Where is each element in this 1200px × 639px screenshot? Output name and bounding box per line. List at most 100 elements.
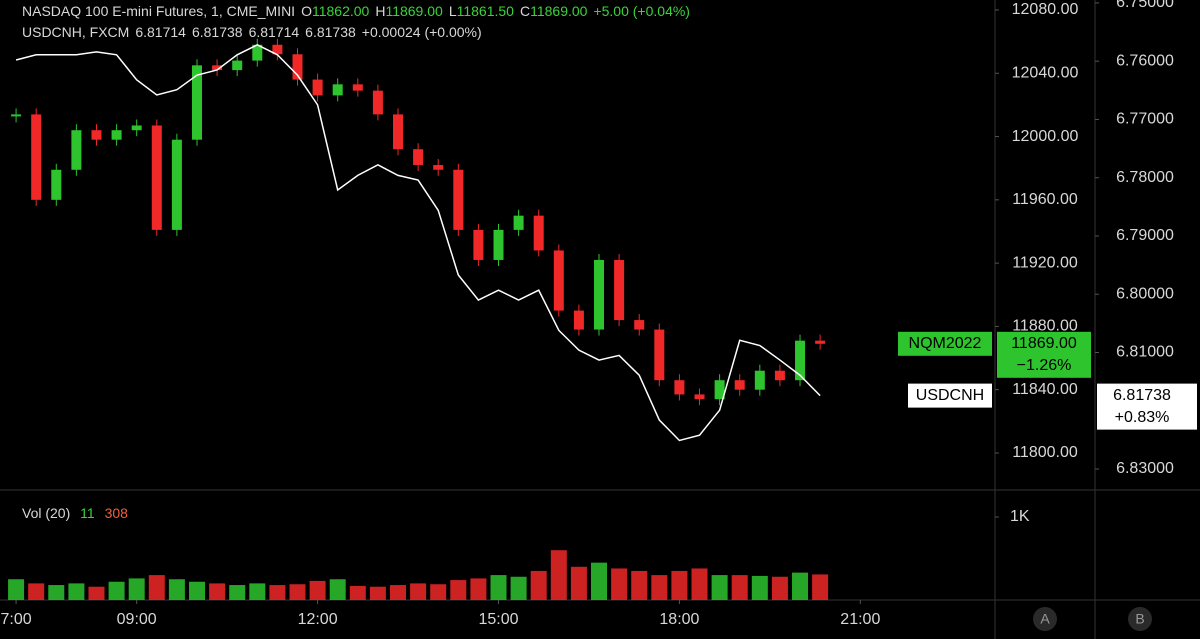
volume-tick-label: 1K — [1010, 508, 1030, 525]
change: +0.00024 (+0.00%) — [361, 24, 482, 40]
ohlc-key: O — [301, 3, 312, 19]
volume-bar — [209, 583, 226, 600]
y2-tick-label: 6.76000 — [1116, 52, 1174, 69]
candle — [312, 79, 323, 96]
ohlc-item: H11869.00 — [375, 3, 442, 19]
candle — [11, 114, 22, 117]
volume-bar — [390, 585, 406, 600]
candle — [332, 84, 343, 96]
ohlc-value: 11861.50 — [456, 3, 514, 19]
candle — [553, 250, 564, 311]
ohlc-value: 6.81714 — [248, 24, 300, 40]
ohlc-value: 6.81738 — [191, 24, 243, 40]
candle — [774, 370, 785, 381]
candle — [91, 130, 102, 140]
volume-bar — [591, 562, 608, 600]
ohlc-value: 11869.00 — [385, 3, 443, 19]
volume-bar — [470, 578, 487, 600]
volume-bar — [410, 583, 427, 600]
volume-bar — [48, 585, 65, 600]
y-tick-label: 11840.00 — [1012, 381, 1078, 398]
candle — [674, 380, 685, 395]
candle — [212, 65, 223, 71]
candle — [795, 340, 806, 381]
volume-bar — [68, 583, 85, 600]
volume-bar — [28, 583, 45, 600]
scale-button-label[interactable]: A — [1040, 611, 1050, 627]
y-tick-label: 11920.00 — [1012, 254, 1078, 271]
scale-button[interactable] — [1033, 607, 1057, 631]
last-price: 11869.00 — [1011, 335, 1077, 352]
candle — [734, 380, 745, 390]
candle — [714, 380, 725, 400]
volume-bar — [792, 572, 809, 600]
volume-bar — [369, 586, 386, 600]
volume-bar — [128, 578, 145, 600]
y-tick-label: 12080.00 — [1012, 1, 1079, 18]
candle — [372, 90, 383, 115]
candle — [413, 149, 424, 166]
candle — [594, 259, 605, 330]
usdcnh-line — [15, 44, 821, 442]
volume-last: 11 — [80, 505, 95, 521]
day-change: −1.26% — [1017, 357, 1072, 374]
x-tick-label: 12:00 — [298, 611, 338, 628]
ohlc-key: C — [519, 3, 531, 19]
candle — [131, 125, 142, 131]
candle — [31, 114, 42, 200]
volume-bar — [148, 575, 165, 600]
candle — [654, 329, 665, 381]
candle — [533, 215, 544, 251]
y2-tick-label: 6.77000 — [1116, 111, 1174, 128]
volume-average: 308 — [104, 505, 128, 521]
candle — [232, 60, 243, 71]
volume-bar — [731, 575, 748, 600]
volume-bar — [430, 584, 447, 600]
y2-tick-label: 6.80000 — [1116, 285, 1174, 302]
x-tick-label: 15:00 — [478, 611, 518, 628]
volume-bar — [309, 580, 326, 600]
price-box — [997, 331, 1091, 378]
volume-bar — [711, 575, 728, 600]
series-tag — [908, 383, 992, 408]
candle — [352, 84, 363, 91]
ohlc-value: 6.81738 — [305, 24, 356, 40]
volume-bar — [289, 584, 306, 600]
scale-button[interactable] — [1128, 607, 1152, 631]
volume-bar — [329, 579, 346, 600]
candle — [272, 44, 283, 55]
ohlc-key: H — [375, 3, 386, 19]
volume-bar — [550, 550, 567, 600]
candle — [151, 125, 162, 230]
y-tick-label: 11960.00 — [1012, 191, 1078, 208]
y-tick-label: 11880.00 — [1012, 318, 1078, 335]
candle — [393, 114, 403, 150]
volume-bar — [530, 570, 547, 600]
candle — [252, 44, 263, 61]
ohlc-key: L — [448, 3, 457, 19]
volume-bar — [671, 570, 688, 600]
candle — [71, 130, 82, 170]
candle — [634, 320, 645, 330]
day-change: +0.83% — [1115, 409, 1170, 426]
volume-bar — [108, 581, 125, 600]
y-tick-label: 12040.00 — [1012, 64, 1079, 81]
ohlc-item: 6.81714 — [135, 24, 186, 40]
series-legend: USDCNH, FXCM 6.81714 6.81738 6.81714 6.81738… — [22, 24, 488, 40]
series-name: NASDAQ 100 E-mini Futures, 1, CME_MINI — [22, 3, 296, 19]
candle — [513, 215, 524, 230]
x-tick-label: 7:00 — [1, 611, 32, 628]
volume-title: Vol (20) — [22, 505, 71, 521]
volume-bar — [490, 575, 507, 600]
candle — [473, 229, 484, 260]
y2-tick-label: 6.79000 — [1116, 227, 1174, 244]
candle — [111, 130, 122, 140]
volume-bar — [249, 583, 266, 600]
scale-button-label[interactable]: B — [1135, 611, 1144, 627]
series-tag-label: NQM2022 — [909, 335, 982, 352]
candle — [754, 370, 765, 390]
volume-bar — [229, 585, 246, 600]
candle — [573, 310, 584, 330]
series-legend: NASDAQ 100 E-mini Futures, 1, CME_MINI O 1… — [22, 3, 696, 19]
